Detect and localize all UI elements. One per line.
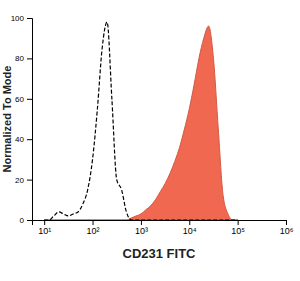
- y-axis-title: Normalized To Mode: [1, 66, 13, 173]
- chart: 10¹ 10² 10³ 10⁴ 10⁵ 10⁶ 0 20 40 60 80 100 CD231 FITC…: [0, 0, 300, 281]
- x-tick-mark: [93, 220, 94, 225]
- y-tick: 0: [20, 216, 32, 225]
- y-tick: 60: [15, 95, 32, 104]
- x-tick: 10⁶: [280, 220, 294, 236]
- y-axis-line: [27, 19, 33, 221]
- x-tick-label: 10⁶: [280, 226, 294, 236]
- marks: [44, 22, 237, 220]
- y-tick: 100: [11, 14, 32, 23]
- histogram-line: [44, 22, 237, 220]
- y-tick-mark: [27, 18, 32, 19]
- y-tick: 40: [15, 135, 32, 144]
- histogram-area: [44, 26, 237, 220]
- y-tick-mark: [27, 139, 32, 140]
- x-tick-label: 10⁴: [183, 226, 197, 236]
- y-tick-label: 0: [20, 216, 25, 225]
- y-tick-mark: [27, 220, 32, 221]
- x-axis-title: CD231 FITC: [123, 246, 197, 261]
- x-tick: 10³: [135, 220, 148, 236]
- x-axis: 10¹ 10² 10³ 10⁴ 10⁵ 10⁶: [33, 220, 294, 236]
- x-tick: 10¹: [38, 220, 51, 236]
- x-tick: 10⁵: [231, 220, 245, 236]
- y-tick-mark: [27, 58, 32, 59]
- y-tick-label: 20: [15, 176, 24, 185]
- x-tick-label: 10³: [135, 226, 148, 236]
- y-tick: 20: [15, 176, 32, 185]
- x-tick-mark: [141, 220, 142, 225]
- x-axis-line: [33, 221, 287, 226]
- y-axis: 0 20 40 60 80 100: [11, 14, 33, 225]
- y-tick-mark: [27, 180, 32, 181]
- x-tick-label: 10²: [87, 226, 100, 236]
- y-tick-label: 100: [11, 14, 25, 23]
- x-tick-mark: [44, 220, 45, 225]
- plot: 10¹ 10² 10³ 10⁴ 10⁵ 10⁶ 0 20 40 60 80 100: [11, 14, 294, 236]
- x-tick-mark: [238, 220, 239, 225]
- y-tick: 80: [15, 54, 32, 63]
- x-tick-mark: [189, 220, 190, 225]
- y-tick-mark: [27, 99, 32, 100]
- x-tick-mark: [286, 220, 287, 225]
- x-tick: 10²: [87, 220, 100, 236]
- x-tick-label: 10⁵: [231, 226, 245, 236]
- x-tick-label: 10¹: [38, 226, 51, 236]
- y-tick-label: 80: [15, 54, 24, 63]
- x-tick: 10⁴: [183, 220, 197, 236]
- y-tick-label: 60: [15, 95, 24, 104]
- y-tick-label: 40: [15, 135, 24, 144]
